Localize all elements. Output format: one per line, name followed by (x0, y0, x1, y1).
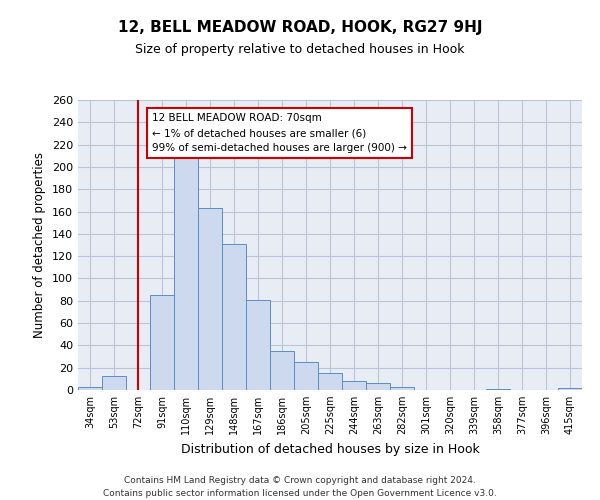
Bar (390, 386, 414, 390)
Bar (318, 374, 342, 390)
Bar (198, 208, 222, 390)
Text: 12 BELL MEADOW ROAD: 70sqm
← 1% of detached houses are smaller (6)
99% of semi-d: 12 BELL MEADOW ROAD: 70sqm ← 1% of detac… (152, 114, 407, 153)
Text: Size of property relative to detached houses in Hook: Size of property relative to detached ho… (135, 42, 465, 56)
Bar (150, 295, 174, 390)
Bar (222, 244, 246, 390)
Bar (366, 384, 390, 390)
Bar (78, 386, 102, 390)
Bar (342, 381, 366, 390)
Bar (294, 362, 318, 390)
Text: Contains public sector information licensed under the Open Government Licence v3: Contains public sector information licen… (103, 488, 497, 498)
Bar (270, 351, 294, 390)
Y-axis label: Number of detached properties: Number of detached properties (34, 152, 46, 338)
X-axis label: Distribution of detached houses by size in Hook: Distribution of detached houses by size … (181, 442, 479, 456)
Text: Contains HM Land Registry data © Crown copyright and database right 2024.: Contains HM Land Registry data © Crown c… (124, 476, 476, 485)
Bar (174, 158, 198, 390)
Bar (486, 389, 510, 390)
Bar (558, 388, 582, 390)
Bar (102, 376, 126, 390)
Text: 12, BELL MEADOW ROAD, HOOK, RG27 9HJ: 12, BELL MEADOW ROAD, HOOK, RG27 9HJ (118, 20, 482, 35)
Bar (246, 300, 270, 390)
